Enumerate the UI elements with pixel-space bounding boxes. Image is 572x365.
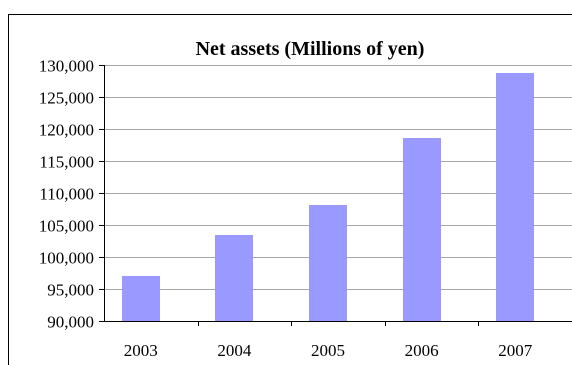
- x-tick-label: 2005: [311, 341, 345, 360]
- x-tick-label: 2003: [124, 341, 158, 360]
- y-tick-label: 110,000: [39, 185, 94, 204]
- y-tick-label: 105,000: [39, 217, 94, 236]
- x-axis-ticks: 2003 2004 2005 2006 2007: [124, 321, 533, 360]
- chart-frame: [8, 14, 572, 365]
- y-tick-label: 120,000: [39, 121, 94, 140]
- y-axis-ticks: 90,000 95,000 100,000 105,000 110,000 115,000…: [39, 57, 104, 332]
- y-tick-label: 100,000: [39, 249, 94, 268]
- bar-2006: [403, 138, 441, 321]
- bar-2007: [496, 73, 534, 321]
- y-tick-label: 95,000: [47, 281, 94, 300]
- y-tick-label: 130,000: [39, 57, 94, 76]
- y-tick-label: 125,000: [39, 89, 94, 108]
- axes: [104, 65, 572, 322]
- x-tick-label: 2004: [217, 341, 252, 360]
- bar-2003: [122, 276, 160, 321]
- bars: [122, 73, 534, 321]
- bar-2004: [215, 235, 253, 321]
- y-tick-label: 115,000: [39, 153, 94, 172]
- x-tick-label: 2007: [498, 341, 533, 360]
- bar-2005: [309, 205, 347, 321]
- gridlines: [104, 65, 572, 290]
- x-tick-label: 2006: [405, 341, 439, 360]
- y-tick-label: 90,000: [47, 313, 94, 332]
- chart-title: Net assets (Millions of yen): [196, 38, 425, 60]
